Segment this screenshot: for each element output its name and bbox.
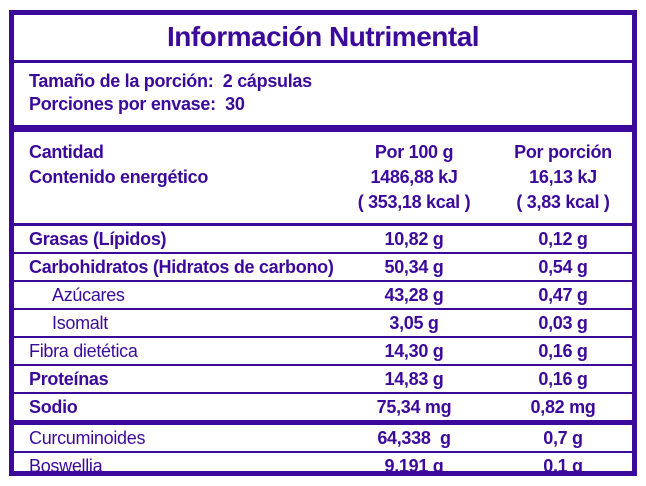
nutrient-row-boswellia: Boswellia 9,191 g 0,1 g xyxy=(14,453,632,479)
per-serving-value: 0,16 g xyxy=(538,368,588,389)
nutrient-label: Grasas (Lípidos) xyxy=(29,228,167,249)
nutrient-row-carbohidratos: Carbohidratos (Hidratos de carbono) 50,3… xyxy=(14,254,632,282)
nutrient-rows: Grasas (Lípidos) 10,82 g 0,12 g Carbohid… xyxy=(14,226,632,479)
per-serving-value: 0,1 g xyxy=(543,455,583,476)
servings-per-container-line: Porciones por envase: 30 xyxy=(29,94,245,114)
nutrition-label: Información Nutrimental Tamaño de la por… xyxy=(9,10,637,476)
nutrient-label: Sodio xyxy=(29,396,78,417)
table-header-block: Cantidad Por 100 g Por porción Contenido… xyxy=(14,132,632,226)
per-100g-value: 50,34 g xyxy=(384,256,444,277)
nutrient-label: Carbohidratos (Hidratos de carbono) xyxy=(29,256,334,277)
nutrient-label: Boswellia xyxy=(29,455,103,476)
nutrient-row-proteinas: Proteínas 14,83 g 0,16 g xyxy=(14,366,632,394)
energy-row: Contenido energético 1486,88 kJ 16,13 kJ xyxy=(14,165,632,190)
column-headers-row: Cantidad Por 100 g Por porción xyxy=(14,140,632,165)
column-header-per-100g: Por 100 g xyxy=(374,142,454,162)
per-100g-value: 14,30 g xyxy=(384,340,444,361)
per-100g-value: 64,338 g xyxy=(377,427,451,448)
per-100g-value: 9,191 g xyxy=(384,455,444,476)
page-title: Información Nutrimental xyxy=(166,21,480,52)
serving-size-line: Tamaño de la porción: 2 cápsulas xyxy=(29,71,312,91)
nutrient-row-grasas: Grasas (Lípidos) 10,82 g 0,12 g xyxy=(14,226,632,254)
per-serving-value: 0,7 g xyxy=(543,427,583,448)
nutrient-row-fibra: Fibra dietética 14,30 g 0,16 g xyxy=(14,338,632,366)
serving-info: Tamaño de la porción: 2 cápsulas Porcion… xyxy=(14,63,632,132)
nutrient-row-isomalt: Isomalt 3,05 g 0,03 g xyxy=(14,310,632,338)
nutrient-label: Curcuminoides xyxy=(29,427,146,448)
nutrient-label: Isomalt xyxy=(52,312,108,333)
per-serving-value: 0,47 g xyxy=(538,284,588,305)
energy-per-100g-kcal: ( 353,18 kcal ) xyxy=(357,192,471,212)
energy-kcal-row: ( 353,18 kcal ) ( 3,83 kcal ) xyxy=(14,190,632,215)
per-100g-value: 75,34 mg xyxy=(376,396,452,417)
per-100g-value: 3,05 g xyxy=(389,312,439,333)
nutrient-label: Proteínas xyxy=(29,368,109,389)
label-header: Información Nutrimental xyxy=(14,15,632,63)
nutrient-row-sodio: Sodio 75,34 mg 0,82 mg xyxy=(14,394,632,425)
per-serving-value: 0,16 g xyxy=(538,340,588,361)
energy-label: Contenido energético xyxy=(29,167,209,187)
per-serving-value: 0,54 g xyxy=(538,256,588,277)
energy-per-serving-kcal: ( 3,83 kcal ) xyxy=(516,192,610,212)
nutrient-row-azucares: Azúcares 43,28 g 0,47 g xyxy=(14,282,632,310)
column-header-per-serving: Por porción xyxy=(514,142,612,162)
energy-per-100g-kj: 1486,88 kJ xyxy=(370,167,458,187)
per-serving-value: 0,82 mg xyxy=(530,396,596,417)
nutrient-row-curcuminoides: Curcuminoides 64,338 g 0,7 g xyxy=(14,425,632,453)
per-100g-value: 10,82 g xyxy=(384,228,444,249)
per-100g-value: 14,83 g xyxy=(384,368,444,389)
energy-per-serving-kj: 16,13 kJ xyxy=(529,167,597,187)
column-header-amount: Cantidad xyxy=(29,142,104,162)
per-serving-value: 0,03 g xyxy=(538,312,588,333)
per-serving-value: 0,12 g xyxy=(538,228,588,249)
nutrient-label: Fibra dietética xyxy=(29,340,138,361)
nutrient-label: Azúcares xyxy=(52,284,125,305)
per-100g-value: 43,28 g xyxy=(384,284,444,305)
